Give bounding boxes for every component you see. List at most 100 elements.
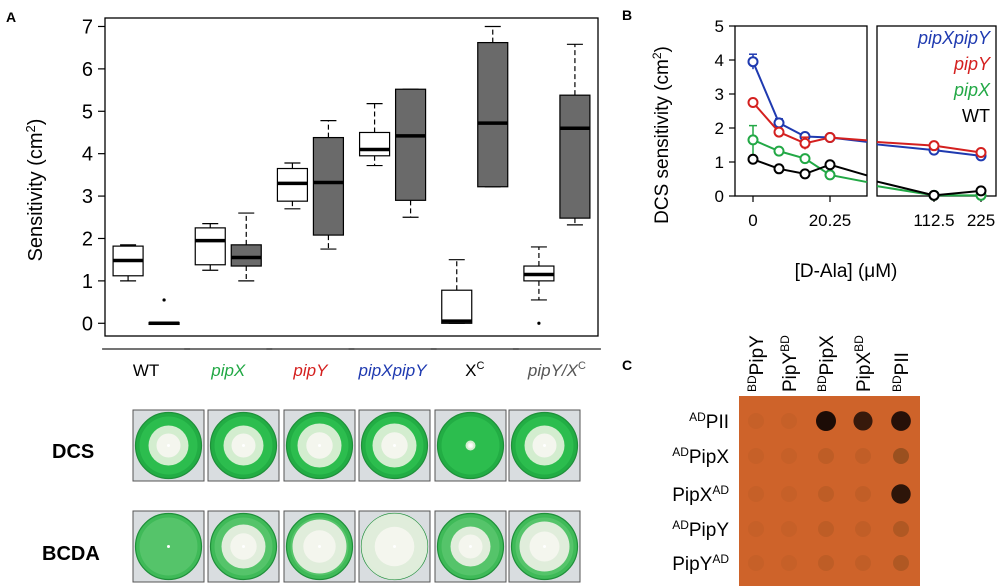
- data-point-pipy: [799, 137, 811, 149]
- box-dcs: [358, 131, 391, 157]
- plate-photos: [132, 409, 581, 583]
- strain-label: pipXpipY: [358, 361, 429, 380]
- box-bcda: [477, 41, 509, 188]
- colony-spot: [781, 448, 797, 464]
- panel-c-label: C: [622, 357, 632, 373]
- box-dcs: [194, 227, 226, 266]
- panel-c-yeast-two-hybrid: BDPipY PipYBD BDPipX PipXBD BDPII ADPII ADPipX…: [672, 335, 920, 586]
- data-point-pipxpipy: [773, 117, 785, 129]
- data-point-pipx: [747, 134, 759, 146]
- box-bcda: [230, 244, 262, 267]
- box-bcda: [394, 88, 427, 201]
- y-tick-label: 4: [715, 51, 724, 70]
- column-label: PipYBD: [778, 335, 801, 392]
- colony-spot: [893, 555, 909, 571]
- panel-a-ylabel: Sensitivity (cm2): [23, 119, 47, 262]
- colony-spot: [748, 521, 764, 537]
- data-point-wt: [747, 153, 759, 165]
- data-point-pipxpipy: [747, 56, 759, 68]
- data-point-pipy: [824, 132, 836, 144]
- colony-spot: [748, 555, 764, 571]
- y-tick-label: 0: [715, 187, 724, 206]
- row-label-bcda: BCDA: [42, 543, 100, 565]
- colony-spot: [748, 486, 764, 502]
- plot-frame-left: [734, 25, 868, 197]
- colony-spot: [855, 555, 871, 571]
- colony-spot: [853, 411, 873, 431]
- legend-pipy: pipY: [953, 54, 992, 74]
- colony-spot: [855, 448, 871, 464]
- x-tick-label: 112.5: [913, 211, 954, 230]
- legend-wt: WT: [962, 106, 990, 126]
- colony-spot: [816, 411, 836, 431]
- column-label: BDPII: [890, 352, 913, 392]
- colony-spot: [891, 411, 911, 431]
- data-point-wt: [773, 163, 785, 175]
- panel-a-boxplot: 0 1 2 3 4 5 6 7: [82, 16, 599, 337]
- column-label: PipXBD: [852, 335, 875, 392]
- y-tick-label: 0: [82, 313, 93, 335]
- y-tick-label: 3: [715, 85, 724, 104]
- y-tick-label: 5: [715, 17, 724, 36]
- data-point-pipx: [773, 145, 785, 157]
- colony-spot: [893, 448, 909, 464]
- disk-center: [318, 545, 321, 548]
- series-line-pipxpipy: [752, 61, 868, 143]
- panel-b-ylabel: DCS sensitivity (cm2): [650, 46, 673, 224]
- data-point-wt: [799, 168, 811, 180]
- disk-center: [393, 444, 396, 447]
- row-label-dcs: DCS: [52, 441, 94, 463]
- data-point-wt: [824, 159, 836, 171]
- colony-spot: [781, 555, 797, 571]
- data-point-pipx: [799, 153, 811, 165]
- colony-spot: [855, 521, 871, 537]
- disk-center: [242, 545, 245, 548]
- data-point-wt: [975, 185, 987, 197]
- colony-spot: [781, 521, 797, 537]
- disk-center: [318, 444, 321, 447]
- outlier-point: [537, 321, 541, 325]
- colony-spot: [818, 521, 834, 537]
- y-tick-label: 3: [82, 186, 93, 208]
- column-label: BDPipY: [745, 335, 768, 392]
- x-tick-label: 20.25: [809, 211, 852, 230]
- y-tick-label: 7: [82, 16, 93, 38]
- x-tick-label: 225: [967, 211, 995, 230]
- strain-labels: WT pipX pipY pipXpipY XC pipY/XC: [102, 348, 601, 380]
- row-label: PipYAD: [672, 552, 729, 575]
- box-bcda: [312, 136, 345, 236]
- colony-spot: [748, 413, 764, 429]
- panel-a-label: A: [6, 9, 16, 25]
- row-label: ADPipY: [672, 518, 729, 541]
- disk-center: [242, 444, 245, 447]
- data-point-pipy: [773, 126, 785, 138]
- row-label: ADPipX: [672, 445, 729, 468]
- data-point-pipy: [928, 140, 940, 152]
- data-point-pipx: [824, 169, 836, 181]
- colony-spot: [818, 555, 834, 571]
- strain-label: pipY: [292, 361, 329, 380]
- y-tick-label: 2: [715, 119, 724, 138]
- colony-spot: [818, 486, 834, 502]
- disk-center: [167, 444, 170, 447]
- y-tick-label: 1: [82, 271, 93, 293]
- data-point-wt: [928, 189, 940, 201]
- y-tick-label: 1: [715, 153, 724, 172]
- strain-label: pipY/XC: [527, 360, 586, 380]
- legend-pipxpipy: pipXpipY: [917, 28, 992, 48]
- panel-b-lineplot: 0 1 2 3 4 5 0 20.25 112.5 225 pipXpipY pipY pipX WT: [715, 17, 997, 230]
- data-point-pipy: [975, 146, 987, 158]
- disk-center: [543, 444, 546, 447]
- outlier-point: [162, 298, 166, 302]
- disk-center: [167, 545, 170, 548]
- strain-label: pipX: [210, 361, 246, 380]
- colony-spot: [891, 484, 911, 504]
- data-point-pipy: [747, 97, 759, 108]
- legend-pipx: pipX: [953, 80, 991, 100]
- colony-spot: [893, 521, 909, 537]
- disk-center: [469, 545, 472, 548]
- disk-center: [393, 545, 396, 548]
- strain-label: XC: [465, 360, 484, 380]
- colony-spot: [748, 448, 764, 464]
